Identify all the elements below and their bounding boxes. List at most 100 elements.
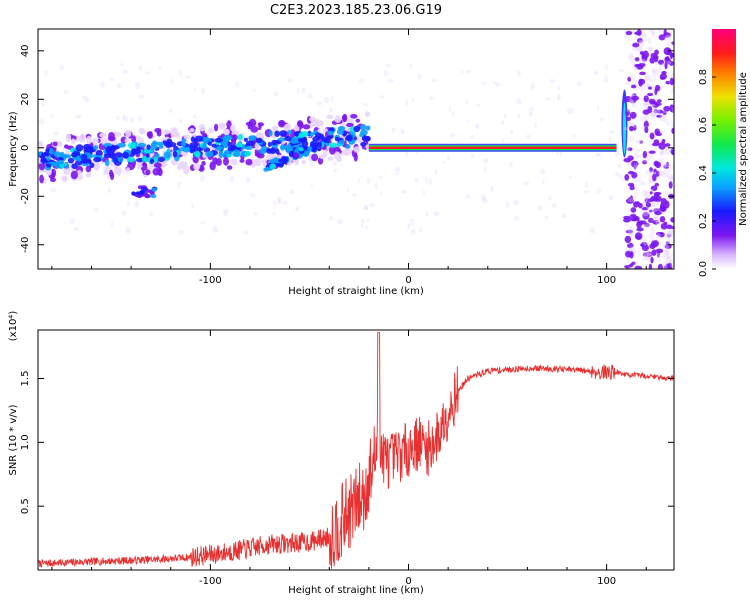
spectral-point xyxy=(150,194,157,199)
spectral-point xyxy=(215,157,222,166)
spectral-point xyxy=(214,137,224,143)
spectral-point xyxy=(619,175,623,180)
spectral-point xyxy=(649,243,656,250)
spectral-point xyxy=(670,88,674,95)
spectral-point xyxy=(655,67,663,74)
spectral-point xyxy=(659,150,666,155)
spectral-point xyxy=(105,166,111,172)
spectral-point xyxy=(638,78,646,85)
spectral-point xyxy=(654,88,658,96)
spectral-point xyxy=(632,201,639,208)
spectral-point xyxy=(648,233,654,240)
spectral-point xyxy=(252,88,256,92)
spectral-point xyxy=(671,127,674,135)
spectral-point xyxy=(539,169,546,174)
spectral-point xyxy=(315,132,322,139)
spectral-point xyxy=(629,251,634,259)
spectral-point xyxy=(640,181,646,187)
spectral-point xyxy=(624,173,630,181)
spectral-point xyxy=(667,191,673,195)
spectral-point xyxy=(149,158,155,164)
spectral-point xyxy=(209,161,216,171)
spectral-point xyxy=(200,88,206,94)
spectral-point xyxy=(644,191,652,197)
spectral-point xyxy=(70,170,79,180)
spectral-point xyxy=(138,94,145,99)
spectral-point xyxy=(630,84,637,89)
spectral-point xyxy=(57,160,65,165)
spectral-point xyxy=(400,128,403,134)
spectral-point xyxy=(664,253,671,260)
spectral-point xyxy=(637,202,643,209)
spectral-point xyxy=(660,147,665,156)
spectral-point xyxy=(157,156,165,163)
spectral-point xyxy=(644,75,650,81)
spectral-point xyxy=(642,150,648,159)
spectral-point xyxy=(559,151,562,158)
spectral-point xyxy=(407,222,411,230)
spectral-point xyxy=(627,147,633,152)
spectral-point xyxy=(379,95,385,99)
spectral-point xyxy=(450,111,455,117)
spectral-point xyxy=(643,120,649,129)
spectral-point xyxy=(667,38,672,45)
spectral-point xyxy=(278,198,282,205)
spectral-point xyxy=(633,152,640,160)
spectral-point xyxy=(648,98,656,105)
snr-series-line xyxy=(38,332,674,569)
spectral-point xyxy=(91,137,99,145)
spectral-point xyxy=(650,256,654,264)
spectral-point xyxy=(634,192,639,199)
spectral-point xyxy=(357,178,361,184)
spectral-point xyxy=(391,127,396,133)
spectral-point xyxy=(656,99,662,103)
spectral-point xyxy=(137,142,147,148)
spectral-point xyxy=(82,95,88,101)
spectral-point xyxy=(271,125,279,130)
spectral-point xyxy=(342,147,351,157)
spectral-point xyxy=(641,257,646,261)
spectral-point xyxy=(669,175,674,183)
spectral-point xyxy=(301,87,306,94)
spectral-point xyxy=(632,215,640,221)
spectral-point xyxy=(121,168,126,175)
spectral-point xyxy=(80,153,88,161)
snr-multiplier: (x10⁴) xyxy=(8,311,19,342)
spectral-point xyxy=(65,133,72,143)
spectral-point xyxy=(605,64,608,70)
spectral-point xyxy=(648,78,653,83)
spectral-point xyxy=(230,124,236,132)
spectral-point xyxy=(135,135,140,140)
spectral-point xyxy=(200,221,206,225)
spectral-point xyxy=(642,157,650,163)
spectral-point xyxy=(410,228,416,235)
spectral-point xyxy=(652,173,657,182)
spectral-point xyxy=(334,136,340,142)
spectral-point xyxy=(309,116,317,122)
spectral-point xyxy=(648,86,652,90)
spectral-point xyxy=(244,145,253,150)
spectral-point xyxy=(284,145,291,152)
snr-xtick-label: 0 xyxy=(405,576,411,587)
spectral-point xyxy=(482,197,488,204)
spectral-point xyxy=(199,175,206,182)
spectral-point xyxy=(134,201,140,205)
spectral-point xyxy=(122,114,126,121)
spectral-point xyxy=(481,81,487,86)
spectrogram-xtick-label: 100 xyxy=(597,275,616,286)
spectral-point xyxy=(158,66,162,70)
spectral-point xyxy=(45,148,51,153)
spectral-point xyxy=(115,131,122,138)
spectral-point xyxy=(294,131,299,137)
spectral-point xyxy=(653,216,661,223)
spectral-point xyxy=(658,29,662,35)
spectral-point xyxy=(44,70,49,76)
spectral-point xyxy=(327,156,334,161)
spectral-point xyxy=(649,57,656,64)
spectral-point xyxy=(664,257,672,265)
spectral-point xyxy=(213,123,219,132)
spectrogram-ytick-label: 40 xyxy=(20,44,31,57)
spectral-point xyxy=(666,169,672,174)
spectral-point xyxy=(355,118,361,123)
spectral-point xyxy=(634,265,643,269)
